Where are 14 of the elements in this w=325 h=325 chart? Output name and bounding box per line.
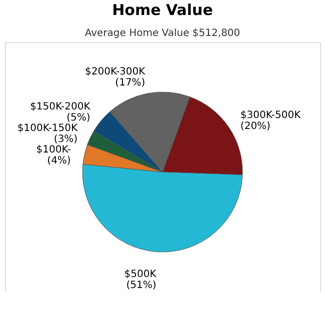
data-label: (5%)	[66, 112, 90, 124]
data-label: (3%)	[54, 134, 78, 146]
data-label: (4%)	[47, 155, 71, 166]
slice-label: $300K-500K	[240, 110, 302, 121]
data-label: (51%)	[126, 280, 156, 291]
slice-label: $500K	[124, 268, 157, 280]
slice-label: $150K-200K	[30, 102, 91, 113]
data-label: (17%)	[115, 78, 146, 89]
slice-label: $200K-300K	[84, 66, 146, 78]
chart-subtitle: Average Home Value $512,800	[84, 28, 240, 39]
slice-label: $100K-	[36, 144, 72, 156]
slice-label: $100K-150K	[17, 123, 78, 134]
chart-title: Home Value	[112, 1, 213, 19]
data-label: (20%)	[240, 120, 271, 132]
